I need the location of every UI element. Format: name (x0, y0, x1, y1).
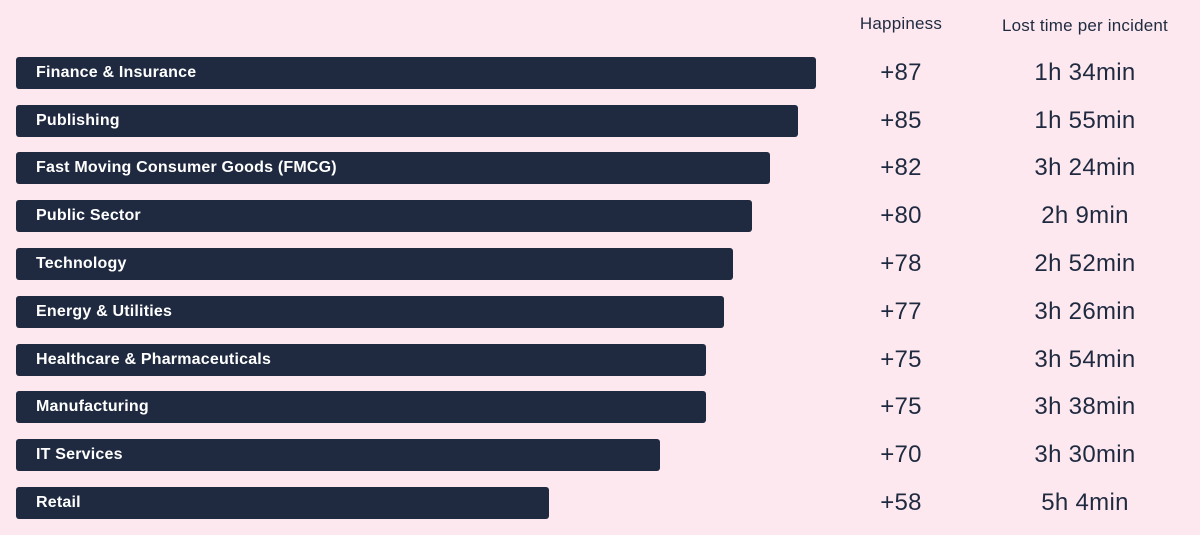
industry-bar: IT Services (16, 439, 660, 472)
chart-row: Technology +78 2h 52min (0, 240, 1200, 288)
happiness-value: +75 (880, 345, 922, 373)
happiness-value: +77 (880, 297, 922, 325)
happiness-value: +85 (880, 106, 922, 134)
lost-time-value: 5h 4min (1041, 489, 1129, 517)
chart-row: IT Services +70 3h 30min (0, 431, 1200, 479)
industry-label: Public Sector (36, 207, 141, 225)
lost-time-value: 3h 54min (1034, 345, 1136, 373)
industry-bar: Energy & Utilities (16, 295, 724, 328)
happiness-value: +87 (880, 58, 922, 86)
lost-time-value: 3h 26min (1034, 297, 1136, 325)
lost-time-value: 1h 55min (1034, 106, 1136, 134)
industry-bar: Technology (16, 248, 734, 281)
chart-row: Finance & Insurance +87 1h 34min (0, 49, 1200, 97)
happiness-value: +70 (880, 441, 922, 469)
lost-time-value: 3h 24min (1034, 154, 1136, 182)
industry-bar: Publishing (16, 104, 798, 137)
happiness-value: +82 (880, 154, 922, 182)
industry-label: Fast Moving Consumer Goods (FMCG) (36, 159, 337, 177)
lost-time-value: 2h 9min (1041, 202, 1129, 230)
industry-label: IT Services (36, 446, 123, 464)
lost-time-value: 3h 38min (1034, 393, 1136, 421)
industry-label: Publishing (36, 111, 120, 129)
industry-label: Retail (36, 494, 81, 512)
industry-bar: Finance & Insurance (16, 56, 816, 89)
chart-row: Publishing +85 1h 55min (0, 97, 1200, 145)
lost-time-value: 2h 52min (1034, 250, 1136, 278)
chart-row: Healthcare & Pharmaceuticals +75 3h 54min (0, 336, 1200, 384)
happiness-value: +78 (880, 250, 922, 278)
chart-row: Fast Moving Consumer Goods (FMCG) +82 3h 2… (0, 145, 1200, 193)
industry-label: Energy & Utilities (36, 302, 173, 320)
chart-row: Retail +58 5h 4min (0, 479, 1200, 527)
chart-row: Public Sector +80 2h 9min (0, 192, 1200, 240)
happiness-value: +58 (880, 489, 922, 517)
industry-label: Technology (36, 255, 127, 273)
happiness-column-header: Happiness (859, 14, 943, 33)
industry-bar: Retail (16, 487, 550, 520)
industry-bar: Manufacturing (16, 391, 706, 424)
lost-time-value: 1h 34min (1034, 58, 1136, 86)
happiness-value: +75 (880, 393, 922, 421)
industry-bar: Healthcare & Pharmaceuticals (16, 343, 706, 376)
industry-label: Manufacturing (36, 398, 149, 416)
chart-rows: Finance & Insurance +87 1h 34min Publishing… (0, 49, 1200, 527)
chart-row: Manufacturing +75 3h 38min (0, 384, 1200, 432)
industry-label: Finance & Insurance (36, 63, 197, 81)
industry-bar: Public Sector (16, 200, 752, 233)
lost-time-column-header: Lost time per incident (1002, 16, 1168, 35)
chart-row: Energy & Utilities +77 3h 26min (0, 288, 1200, 336)
industry-label: Healthcare & Pharmaceuticals (36, 350, 272, 368)
happiness-value: +80 (880, 202, 922, 230)
lost-time-value: 3h 30min (1034, 441, 1136, 469)
industry-bar: Fast Moving Consumer Goods (FMCG) (16, 152, 770, 185)
